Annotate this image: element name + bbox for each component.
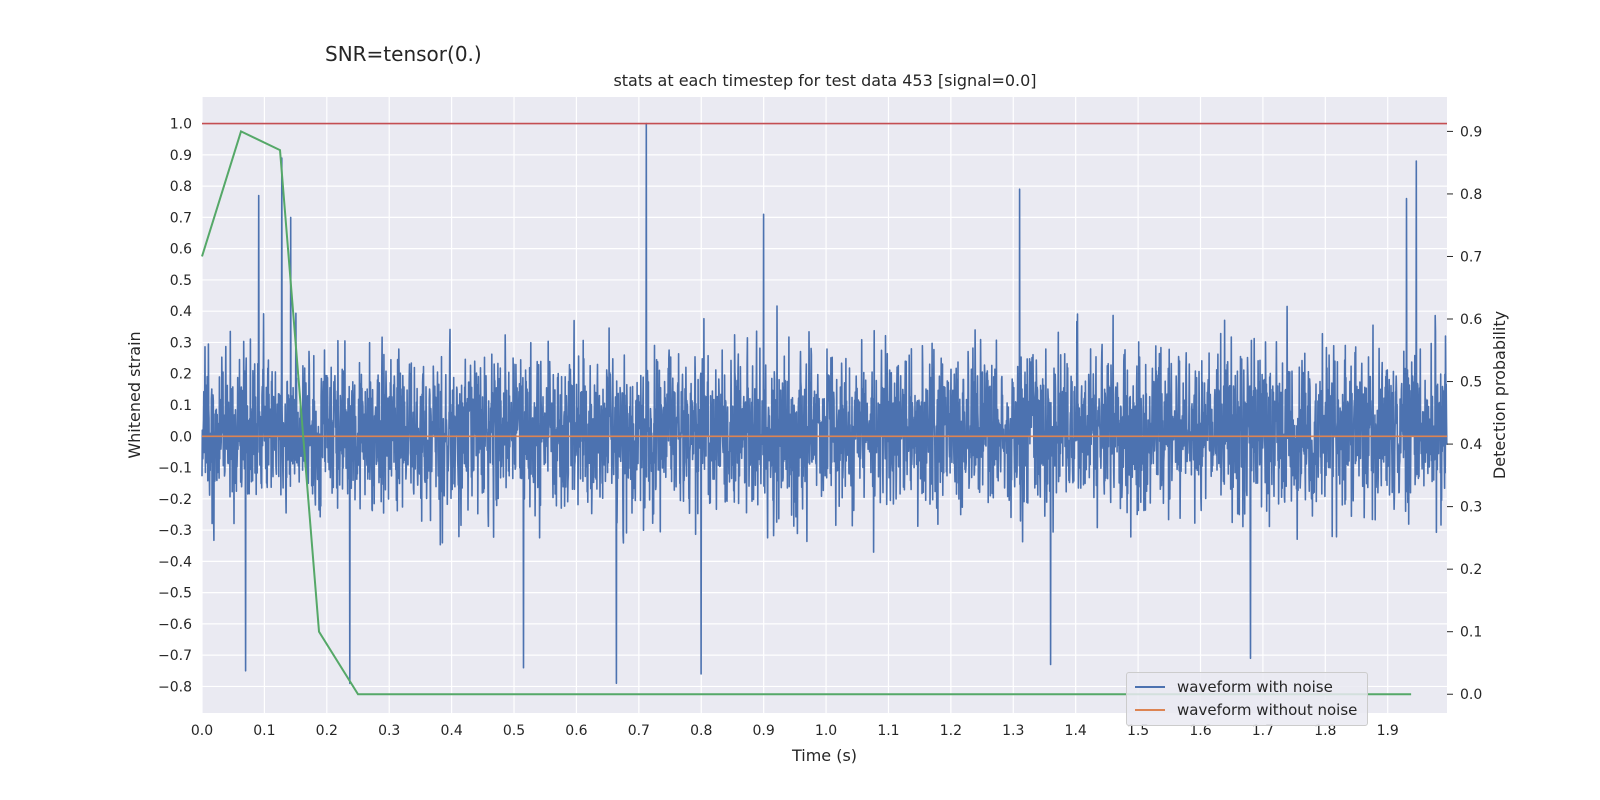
x-tick-label: 1.0 [815,723,837,739]
x-tick-label: 1.2 [940,723,962,739]
legend: waveform with noise waveform without noi… [1126,672,1368,726]
chart-title: stats at each timestep for test data 453… [613,71,1037,90]
x-tick-label: 1.4 [1065,723,1087,739]
y-right-tick-label: 0.7 [1460,249,1482,265]
y-left-tick-label: 0.6 [170,242,192,258]
y-axis-right-ticks: 0.9 0.8 0.7 0.6 0.5 0.4 0.3 0.2 0.1 0.0 [1447,124,1482,703]
series-detection-probability [201,129,1412,696]
legend-item-with-noise: waveform with noise [1135,676,1333,698]
y-left-tick-label: 1.0 [170,117,192,133]
x-tick-label: 0.7 [628,723,650,739]
y-left-tick-label: 0.7 [170,210,192,226]
y-axis-left-ticks: 1.0 0.9 0.8 0.7 0.6 0.5 0.4 0.3 0.2 0.1 0.0 −0.1 −0.… [158,117,192,696]
x-tick-label: 0.9 [753,723,775,739]
y-right-tick-label: 0.5 [1460,375,1482,391]
x-tick-label: 0.5 [503,723,525,739]
y-left-tick-label: −0.1 [158,461,192,477]
x-tick-label: 1.3 [1002,723,1024,739]
y-left-tick-label: −0.5 [158,586,192,602]
legend-swatch-with-noise [1135,686,1165,688]
legend-item-without-noise: waveform without noise [1135,699,1357,721]
y-left-tick-label: 0.3 [170,335,192,351]
y-left-tick-label: −0.7 [158,648,192,664]
y-axis-left-label: Whitened strain [125,331,144,458]
y-left-tick-label: 0.9 [170,148,192,164]
detection-probability-line [201,129,1412,696]
figure-suptitle: SNR=tensor(0.) [325,42,482,66]
series-waveform-with-noise [201,122,1448,685]
y-left-tick-label: 0.5 [170,273,192,289]
y-right-tick-label: 0.3 [1460,500,1482,516]
x-tick-label: 0.2 [316,723,338,739]
x-tick-label: 0.0 [191,723,213,739]
x-tick-label: 1.5 [1127,723,1149,739]
y-right-tick-label: 0.8 [1460,187,1482,203]
y-left-tick-label: 0.8 [170,179,192,195]
waveform-with-noise-line [201,122,1448,685]
y-right-tick-label: 0.4 [1460,437,1482,453]
y-left-tick-label: −0.3 [158,523,192,539]
y-left-tick-label: 0.0 [170,429,192,445]
y-axis-right-label: Detection probability [1490,311,1509,479]
y-left-tick-label: 0.1 [170,398,192,414]
x-tick-label: 1.8 [1314,723,1336,739]
y-right-tick-label: 0.1 [1460,625,1482,641]
x-tick-label: 0.1 [253,723,275,739]
x-tick-label: 0.3 [378,723,400,739]
legend-label-without-noise: waveform without noise [1177,701,1358,719]
y-left-tick-label: 0.4 [170,304,192,320]
x-tick-label: 1.9 [1377,723,1399,739]
legend-swatch-without-noise [1135,709,1165,711]
y-left-tick-label: −0.4 [158,554,192,570]
legend-label-with-noise: waveform with noise [1177,678,1333,696]
x-tick-label: 1.7 [1252,723,1274,739]
x-tick-label: 0.8 [690,723,712,739]
y-left-tick-label: −0.8 [158,679,192,695]
y-left-tick-label: −0.2 [158,492,192,508]
y-left-tick-label: −0.6 [158,617,192,633]
x-axis-ticks: 0.0 0.1 0.2 0.3 0.4 0.5 0.6 0.7 0.8 0.9 1.0 1.1 1.2 1… [191,723,1399,739]
x-tick-label: 1.1 [877,723,899,739]
x-tick-label: 0.6 [565,723,587,739]
x-tick-label: 1.6 [1189,723,1211,739]
y-right-tick-label: 0.9 [1460,124,1482,140]
x-axis-label: Time (s) [791,746,857,765]
x-tick-label: 0.4 [440,723,462,739]
y-right-tick-label: 0.0 [1460,687,1482,703]
y-right-tick-label: 0.6 [1460,312,1482,328]
y-left-tick-label: 0.2 [170,367,192,383]
y-right-tick-label: 0.2 [1460,562,1482,578]
